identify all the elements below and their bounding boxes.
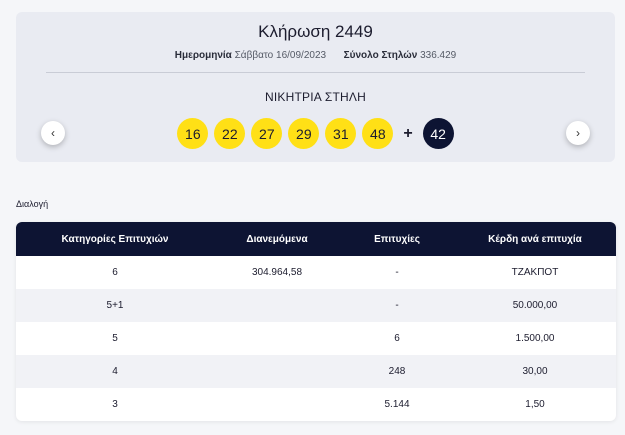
winning-column-label: ΝΙΚΗΤΡΙΑ ΣΤΗΛΗ (265, 90, 366, 104)
number-ball: 16 (177, 118, 209, 149)
draw-meta: Ημερομηνία Σάββατο 16/09/2023 Σύνολο Στη… (16, 50, 615, 61)
table-row: 5+1 - 50.000,00 (16, 289, 616, 322)
number-ball: 31 (325, 118, 357, 149)
winners-cell: 6 (394, 333, 400, 344)
category-cell: 5 (112, 333, 118, 344)
header-prize-per-winner: Κέρδη ανά επιτυχία (488, 233, 582, 245)
date-value: Σάββατο 16/09/2023 (234, 50, 327, 61)
next-draw-button[interactable]: › (566, 121, 590, 145)
distributed-cell (214, 355, 340, 388)
number-ball: 48 (362, 118, 394, 149)
table-row: 5 6 1.500,00 (16, 322, 616, 355)
distributed-cell (214, 322, 340, 355)
columns-value: 336.429 (420, 50, 457, 61)
winners-cell: - (395, 300, 399, 311)
table-row: 6 304.964,58 - ΤΖΑΚΠΟΤ (16, 256, 616, 289)
columns-label: Σύνολο Στηλών (343, 50, 418, 61)
winners-cell: - (395, 267, 399, 278)
header-winners: Επιτυχίες (374, 233, 420, 245)
prize-cell: 1,50 (525, 399, 545, 410)
joker-ball: 42 (422, 118, 454, 149)
date-label: Ημερομηνία (174, 50, 232, 61)
draw-card: Κλήρωση 2449 Ημερομηνία Σάββατο 16/09/20… (16, 12, 615, 162)
chevron-left-icon: ‹ (51, 126, 55, 140)
category-cell: 4 (112, 366, 118, 377)
number-ball: 22 (214, 118, 246, 149)
category-cell: 5+1 (106, 300, 124, 311)
winners-cell: 248 (388, 366, 406, 377)
table-header: Κατηγορίες Επιτυχιών Διανεμόμενα Επιτυχί… (16, 222, 616, 256)
divider (46, 72, 585, 73)
distributed-cell (214, 388, 340, 421)
category-cell: 6 (112, 267, 118, 278)
winners-cell: 5.144 (384, 399, 410, 410)
prize-cell: 50.000,00 (512, 300, 558, 311)
prize-table: Κατηγορίες Επιτυχιών Διανεμόμενα Επιτυχί… (16, 222, 616, 421)
number-ball: 27 (251, 118, 283, 149)
section-label: Διαλογή (16, 199, 49, 209)
table-row: 4 248 30,00 (16, 355, 616, 388)
distributed-cell: 304.964,58 (251, 267, 303, 278)
previous-draw-button[interactable]: ‹ (41, 121, 65, 145)
winning-numbers: 16 22 27 29 31 48 + 42 (16, 118, 615, 149)
prize-cell: 30,00 (522, 366, 548, 377)
prize-cell: ΤΖΑΚΠΟΤ (511, 267, 559, 278)
prize-cell: 1.500,00 (515, 333, 555, 344)
distributed-cell (214, 289, 340, 322)
table-row: 3 5.144 1,50 (16, 388, 616, 421)
header-distributed: Διανεμόμενα (246, 233, 308, 245)
category-cell: 3 (112, 399, 118, 410)
chevron-right-icon: › (576, 126, 580, 140)
header-categories: Κατηγορίες Επιτυχιών (61, 233, 169, 245)
draw-title: Κλήρωση 2449 (258, 22, 373, 41)
plus-sign: + (403, 124, 413, 142)
number-ball: 29 (288, 118, 320, 149)
